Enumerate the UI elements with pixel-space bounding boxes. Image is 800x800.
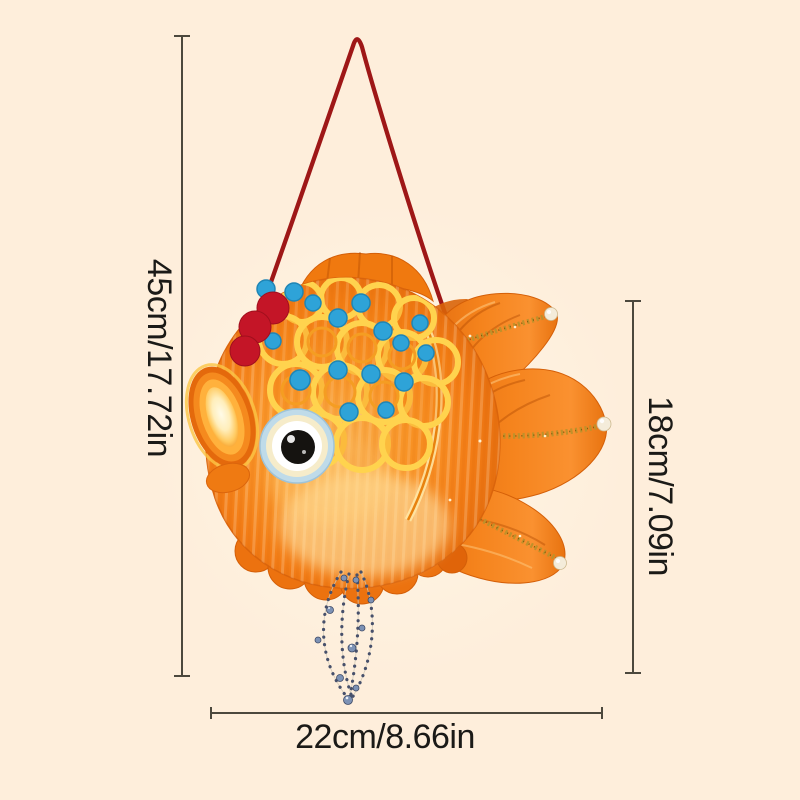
hanging-cord: [254, 37, 449, 325]
tail-dimension-line: [625, 300, 641, 674]
bead-tassel: [314, 570, 375, 705]
tail-dimension-label: 18cm/7.09in: [641, 396, 679, 576]
chin: [205, 462, 251, 494]
blue-pompoms: [256, 279, 435, 422]
mouth: [184, 363, 260, 471]
glitter-sparkles: [448, 325, 547, 538]
eye: [259, 408, 335, 484]
height-dimension-line: [174, 35, 190, 677]
width-dimension-line: [210, 707, 603, 719]
height-dimension-label: 45cm/17.72in: [140, 258, 178, 458]
red-bow-pompoms: [229, 291, 290, 367]
width-dimension-label: 22cm/8.66in: [295, 718, 475, 756]
